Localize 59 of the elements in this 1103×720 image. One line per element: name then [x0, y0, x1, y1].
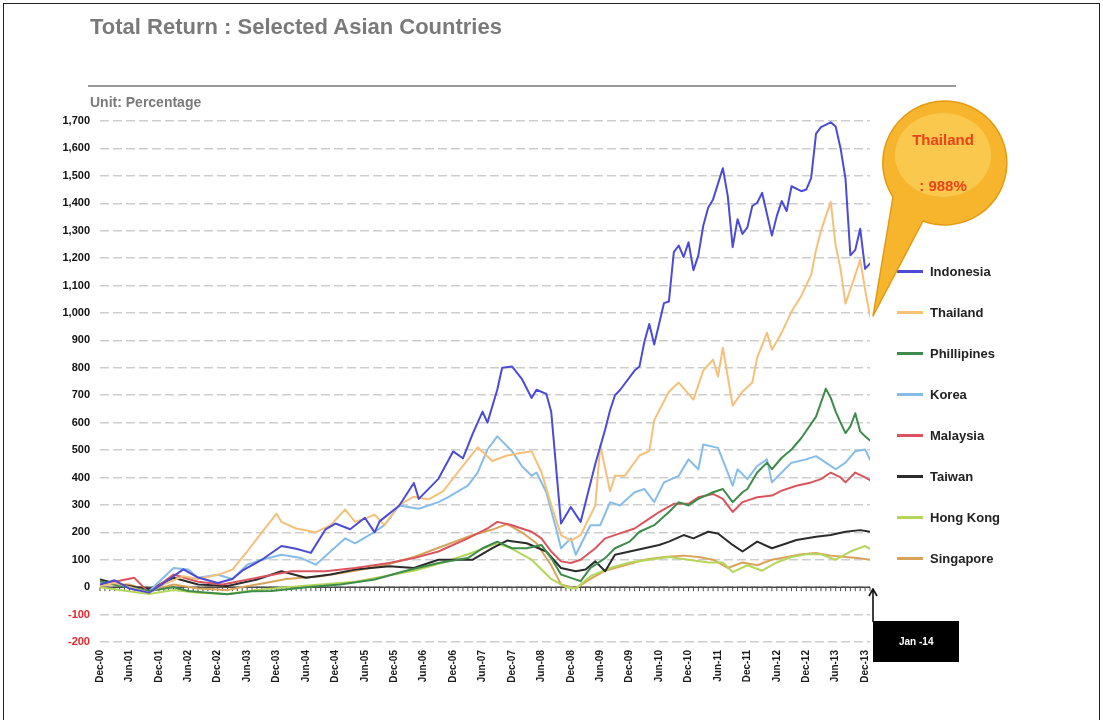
x-tick-label: Dec-01: [152, 649, 164, 683]
y-tick-label: -100: [67, 607, 90, 620]
text: Thailand : 988%: [912, 131, 974, 195]
y-tick-label: 0: [83, 580, 90, 593]
legend-label: Hong Kong: [930, 510, 1001, 525]
y-tick-label: 1,600: [62, 141, 90, 154]
legend-label: Malaysia: [930, 428, 985, 443]
legend-label: Phillipines: [930, 346, 996, 361]
x-tick-label: Jun-05: [358, 649, 370, 683]
x-tick-label: Jun-01: [123, 649, 135, 683]
x-tick-label: Dec-00: [93, 649, 105, 683]
legend-label: Thailand: [930, 305, 984, 320]
x-tick-label: Dec-10: [682, 649, 694, 683]
y-tick-label: 1,100: [62, 278, 90, 291]
y-tick-label: 1,500: [62, 168, 90, 181]
y-tick-label: 300: [71, 497, 90, 510]
x-tick-label: Jun-03: [240, 649, 252, 683]
y-tick-label: 700: [71, 388, 90, 401]
y-tick-label: 500: [71, 443, 90, 456]
y-tick-label: 400: [71, 470, 90, 483]
y-tick-label: 600: [71, 415, 90, 428]
x-tick-label: Jun-07: [476, 649, 488, 683]
text: Jan -14: [899, 636, 934, 648]
x-tick-label: Jun-13: [829, 649, 841, 683]
legend-label: Taiwan: [930, 469, 974, 484]
x-tick-label: Jun-06: [417, 649, 429, 683]
x-tick-label: Jun-04: [299, 649, 311, 683]
x-tick-label: Dec-07: [505, 649, 517, 683]
legend-label: Korea: [930, 387, 967, 402]
x-tick-label: Jun-10: [652, 649, 664, 683]
x-tick-label: Dec-12: [799, 649, 811, 683]
x-tick-label: Dec-03: [270, 649, 282, 683]
x-tick-label: Dec-04: [329, 649, 341, 683]
y-tick-label: 1,000: [62, 305, 90, 318]
x-tick-label: Jun-11: [711, 649, 723, 682]
chart-subtitle: Unit: Percentage: [90, 94, 202, 110]
x-tick-label: Dec-08: [564, 649, 576, 683]
x-tick-label: Dec-11: [741, 649, 753, 683]
x-tick-label: Dec-05: [388, 649, 400, 683]
y-tick-label: 1,300: [62, 223, 90, 236]
x-tick-label: Jun-08: [535, 649, 547, 683]
x-tick-label: Dec-02: [211, 649, 223, 683]
y-tick-label: 100: [71, 552, 90, 565]
y-tick-label: 900: [71, 333, 90, 346]
x-tick-label: Jun-09: [594, 649, 605, 683]
x-tick-label: Dec-09: [623, 649, 635, 683]
x-tick-label: Dec-06: [446, 649, 458, 683]
y-tick-label: -200: [67, 635, 90, 648]
y-tick-label: 800: [71, 360, 90, 373]
x-tick-label: Jun-12: [770, 649, 782, 683]
y-tick-label: 1,700: [62, 114, 90, 127]
chart-title: Total Return : Selected Asian Countries: [90, 14, 502, 40]
y-tick-label: 200: [71, 525, 90, 538]
y-tick-label: 1,400: [62, 196, 90, 209]
x-tick-label: Jun-02: [182, 649, 194, 683]
x-tick-label: Dec-13: [858, 649, 870, 683]
y-tick-label: 1,200: [62, 251, 90, 264]
legend-label: Indonesia: [930, 264, 991, 279]
legend-label: Singapore: [930, 551, 994, 566]
